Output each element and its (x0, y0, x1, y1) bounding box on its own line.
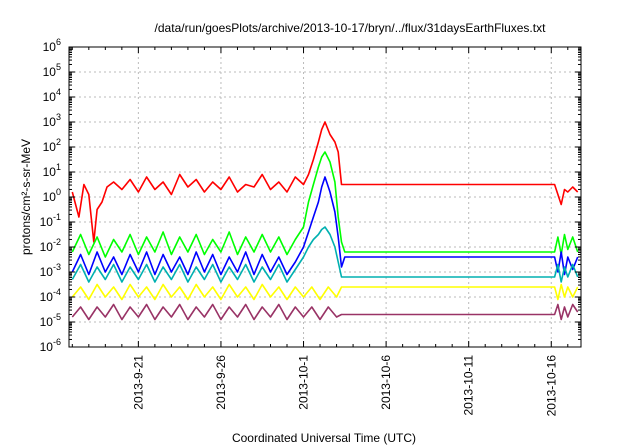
y-tick-label: 104 (43, 87, 61, 104)
y-tick-label: 10-1 (40, 212, 61, 229)
series-line-2 (71, 151, 579, 258)
series-line-1 (71, 121, 579, 243)
y-axis-label: protons/cm²-s-sr-MeV (19, 139, 33, 255)
x-tick-label: 2013-10-16 (544, 355, 558, 417)
y-tick-label: 103 (43, 112, 61, 129)
y-tick-label: 101 (43, 162, 61, 179)
x-tick-label: 2013-10-1 (297, 355, 311, 410)
y-tick-label: 10-4 (40, 287, 61, 304)
x-tick-label: 2013-10-11 (462, 355, 476, 416)
x-tick-label: 2013-10-6 (379, 355, 393, 410)
series-line-6 (71, 303, 579, 321)
chart-title: /data/run/goesPlots/archive/2013-10-17/b… (155, 21, 547, 35)
y-tick-label: 10-3 (40, 262, 61, 279)
y-tick-label: 10-6 (40, 337, 61, 354)
y-tick-label: 106 (43, 37, 61, 54)
series-line-4 (71, 226, 579, 283)
x-tick-label: 2013-9-21 (131, 355, 145, 410)
series-line-3 (71, 176, 579, 276)
x-axis-label: Coordinated Universal Time (UTC) (232, 431, 416, 445)
y-tick-label: 10-5 (40, 312, 61, 329)
axis-ticks: 106 105 104 103 102 101 100 10-1 10-2 10-3 10-4 10-… (40, 37, 581, 416)
series-line-5 (71, 283, 579, 301)
y-tick-label: 102 (43, 137, 61, 154)
y-tick-label: 10-2 (40, 237, 61, 254)
series-group (71, 121, 579, 321)
y-axis-label-text: protons/cm²-s-sr-MeV (19, 139, 33, 255)
x-tick-label: 2013-9-26 (214, 355, 228, 410)
y-tick-label: 100 (43, 187, 61, 204)
y-tick-label: 105 (43, 62, 61, 79)
